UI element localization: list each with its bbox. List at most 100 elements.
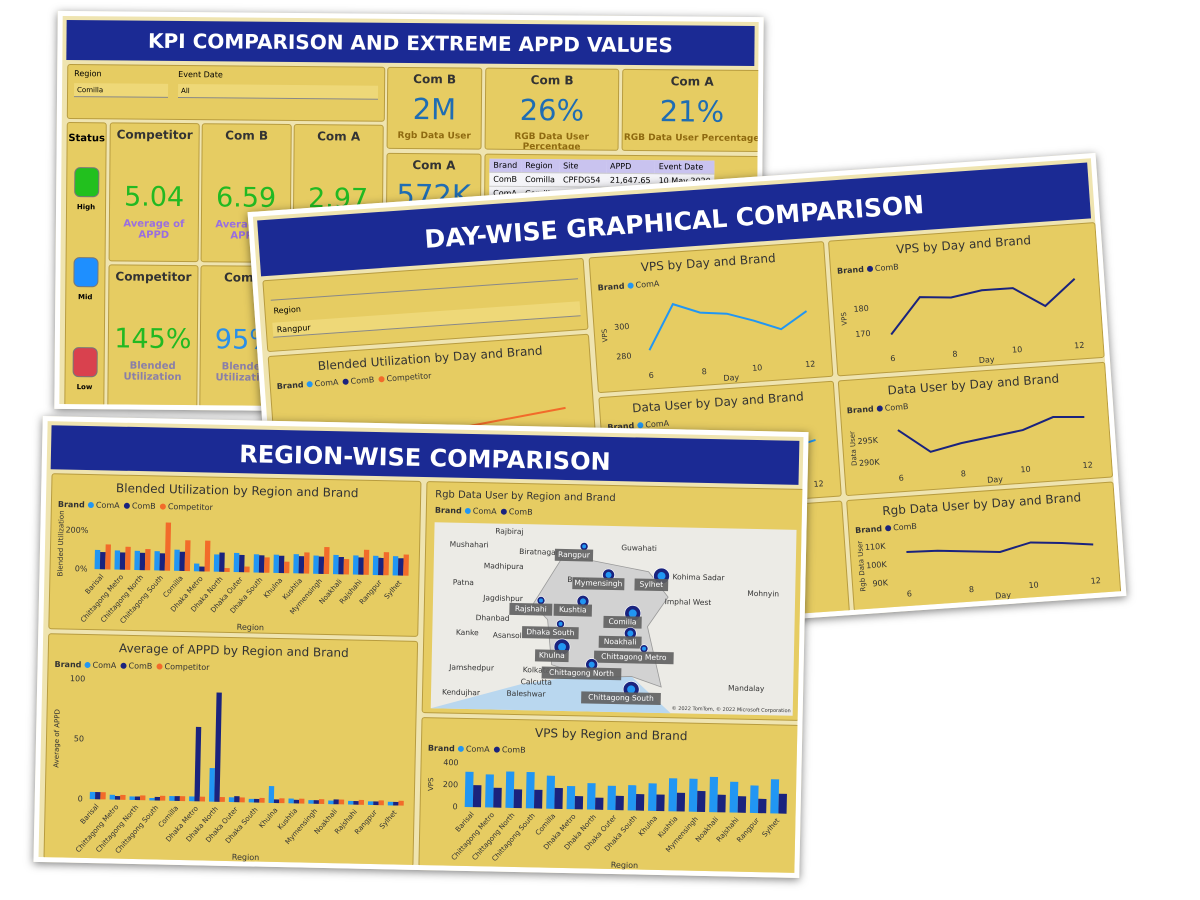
bar <box>709 776 719 813</box>
y-tick-label: 290K <box>859 457 881 467</box>
card-caption: Blended Utilization <box>123 360 182 384</box>
card-value: 2M <box>412 92 457 127</box>
bar <box>318 799 325 805</box>
bar <box>574 796 584 810</box>
map-place-label: Jagdishpur <box>482 593 524 603</box>
legend-title: Brand <box>837 265 865 276</box>
bar <box>174 549 180 571</box>
map-bubble <box>627 630 634 637</box>
bar <box>119 552 126 570</box>
legend-swatch <box>156 663 163 670</box>
x-axis-label: Day <box>978 355 995 365</box>
bar <box>546 775 556 809</box>
bar <box>253 554 260 573</box>
column-header: APPD <box>605 159 655 174</box>
map-place-label: Kanke <box>456 628 479 637</box>
map-attribution: © 2022 TomTom, © 2022 Microsoft Corporat… <box>672 705 791 714</box>
bar <box>134 550 140 571</box>
bar <box>398 800 404 806</box>
map-place-label: Baleshwar <box>506 689 546 699</box>
table-cell: CPFDG54 <box>558 172 606 188</box>
map-region-label: Noakhali <box>604 637 637 647</box>
filter-dropdown[interactable]: All <box>177 83 379 100</box>
map-bubble <box>628 609 637 618</box>
chart-title: Data User by Day and Brand <box>632 389 804 415</box>
legend-label: ComB <box>128 661 152 670</box>
status-swatch <box>74 167 100 198</box>
bar <box>313 800 319 804</box>
filter-area: Region Comilla Event Date All <box>66 64 386 122</box>
bar <box>358 557 364 575</box>
map-place-label: Kohima Sadar <box>672 572 725 582</box>
map-region-box <box>554 548 594 562</box>
bar <box>737 796 747 813</box>
line-series <box>648 302 808 351</box>
bar <box>169 795 175 801</box>
status-label: High <box>76 203 96 212</box>
bar <box>378 557 384 576</box>
chart-card: Blended Utilization by Region and Brand B… <box>48 473 422 637</box>
bar <box>729 781 739 813</box>
x-tick-label: Sylhet <box>761 817 782 839</box>
metric-card: Competitor 5.04 Average of APPD <box>108 122 200 263</box>
map-chart: Rgb Data User by Region and Brand Brand Co… <box>430 489 797 716</box>
x-axis-label: Region <box>237 623 265 633</box>
bar <box>213 554 220 572</box>
map-place-label: Mushahari <box>450 540 489 550</box>
card-caption: RGB Data User Percentage <box>623 132 760 145</box>
line-series <box>897 416 1085 453</box>
x-tick-label: 8 <box>952 350 958 359</box>
bar <box>214 692 222 802</box>
bar <box>184 540 191 572</box>
bar <box>238 554 245 573</box>
bar <box>363 549 370 575</box>
x-tick-label: 10 <box>1020 465 1031 475</box>
column-header: Site <box>559 159 607 174</box>
bar <box>159 795 166 801</box>
metric-card: Competitor 145% Blended Utilization <box>107 264 199 412</box>
legend-label: ComB <box>893 522 917 533</box>
map-place-label: Rajbiraj <box>495 527 524 537</box>
bar <box>648 783 657 811</box>
map-place-label: Dhanbad <box>476 613 510 623</box>
map-bubble <box>558 621 563 626</box>
map-region-box <box>521 626 579 640</box>
legend-title: Brand <box>428 744 455 754</box>
card-caption: Average of APPD <box>123 218 185 241</box>
bar <box>244 566 250 573</box>
card-header: Com B <box>413 72 457 87</box>
legend-swatch <box>342 378 349 385</box>
card-header: Com B <box>530 73 574 88</box>
bar <box>224 568 230 572</box>
bar <box>586 783 596 810</box>
x-tick-label: Sylhet <box>378 809 399 831</box>
card-value: 21% <box>659 94 725 129</box>
bar <box>373 801 379 806</box>
bar <box>228 797 235 803</box>
bar <box>393 801 399 806</box>
status-title: Status <box>68 133 105 145</box>
bar <box>208 768 215 802</box>
bar <box>688 778 698 812</box>
x-tick-label: 6 <box>890 354 896 363</box>
bar <box>353 801 359 805</box>
bar <box>566 785 576 810</box>
legend-title: Brand <box>597 282 625 293</box>
legend-label: ComA <box>466 744 490 754</box>
bar <box>139 552 146 571</box>
filter-dropdown[interactable]: Rangpur <box>272 301 581 338</box>
bar <box>89 791 96 800</box>
column-header: Brand <box>489 158 522 173</box>
bar <box>239 797 245 803</box>
filter-dropdown[interactable]: Comilla <box>73 83 169 98</box>
bar <box>333 799 339 805</box>
table-cell: Comilla <box>521 172 560 187</box>
bar <box>114 796 121 800</box>
status-label: Low <box>76 383 93 392</box>
card-header: Com A <box>670 74 714 89</box>
legend-label: ComA <box>96 501 120 511</box>
x-axis-label: Region <box>232 853 260 863</box>
y-tick-label: 200% <box>65 526 88 535</box>
bar <box>607 785 616 811</box>
legend-swatch <box>885 525 892 532</box>
